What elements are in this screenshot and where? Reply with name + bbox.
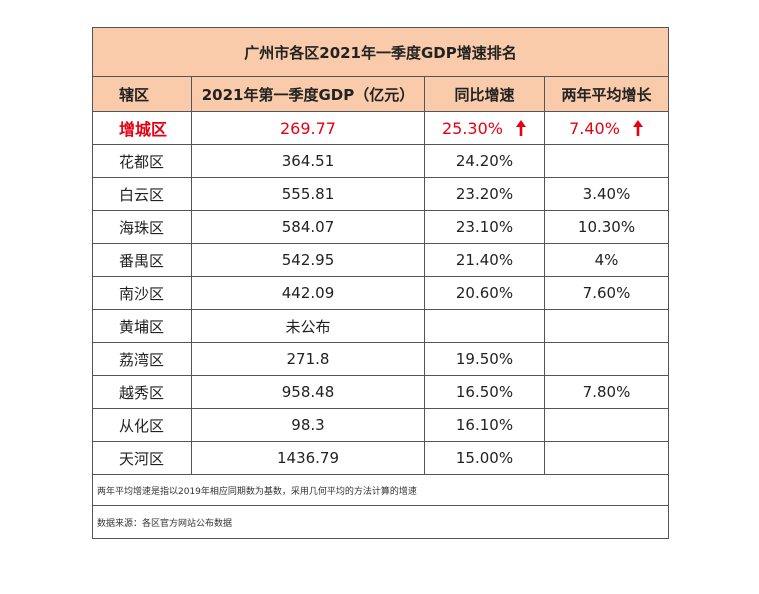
cell-yoy: 24.20% [424, 144, 545, 178]
cell-yoy: 19.50% [424, 342, 545, 376]
cell-yoy: 21.40% [424, 243, 545, 277]
cell-avg [543, 144, 670, 178]
cell-yoy: 23.20% [424, 177, 545, 211]
table-row: 番禺区 542.95 21.40% 4% [92, 243, 670, 277]
table-title: 广州市各区2021年一季度GDP增速排名 [91, 27, 670, 77]
cell-yoy [424, 309, 545, 343]
cell-gdp: 584.07 [191, 210, 425, 244]
cell-yoy-value: 25.30% [441, 118, 503, 138]
title-row: 广州市各区2021年一季度GDP增速排名 [91, 27, 670, 77]
gdp-ranking-table: 广州市各区2021年一季度GDP增速排名 辖区 2021年第一季度GDP（亿元）… [91, 27, 670, 539]
cell-gdp: 542.95 [191, 243, 425, 277]
table-row: 越秀区 958.48 16.50% 7.80% [92, 375, 670, 409]
cell-avg [543, 441, 670, 475]
cell-avg: 7.80% [543, 375, 670, 409]
cell-gdp: 442.09 [191, 276, 425, 310]
cell-gdp: 未公布 [191, 309, 425, 343]
header-district: 辖区 [92, 76, 192, 112]
cell-district: 海珠区 [92, 210, 192, 244]
header-yoy: 同比增速 [424, 76, 545, 112]
cell-yoy: 15.00% [424, 441, 545, 475]
cell-avg: 7.40% [543, 111, 670, 145]
cell-gdp: 958.48 [191, 375, 425, 409]
cell-avg: 3.40% [543, 177, 670, 211]
cell-gdp: 271.8 [191, 342, 425, 376]
header-row: 辖区 2021年第一季度GDP（亿元） 同比增速 两年平均增长 [92, 76, 670, 112]
cell-gdp: 364.51 [191, 144, 425, 178]
cell-avg [543, 342, 670, 376]
cell-yoy: 23.10% [424, 210, 545, 244]
cell-yoy: 16.10% [424, 408, 545, 442]
cell-yoy: 16.50% [424, 375, 545, 409]
footnote-text: 两年平均增速是指以2019年相应同期数为基数，采用几何平均的方法计算的增速 [91, 474, 670, 506]
header-avg: 两年平均增长 [543, 76, 670, 112]
cell-district: 增城区 [92, 111, 192, 145]
arrow-up-icon [632, 119, 643, 136]
cell-gdp: 98.3 [191, 408, 425, 442]
table-row: 天河区 1436.79 15.00% [92, 441, 670, 475]
cell-gdp: 555.81 [191, 177, 425, 211]
cell-district: 越秀区 [92, 375, 192, 409]
table-row: 南沙区 442.09 20.60% 7.60% [92, 276, 670, 310]
cell-yoy: 20.60% [424, 276, 545, 310]
table-row: 从化区 98.3 16.10% [92, 408, 670, 442]
source-row: 数据来源：各区官方网站公布数据 [91, 505, 670, 539]
cell-avg: 4% [543, 243, 670, 277]
cell-district: 花都区 [92, 144, 192, 178]
cell-district: 天河区 [92, 441, 192, 475]
cell-district: 南沙区 [92, 276, 192, 310]
cell-district: 黄埔区 [92, 309, 192, 343]
table-row: 白云区 555.81 23.20% 3.40% [92, 177, 670, 211]
cell-gdp: 269.77 [191, 111, 425, 145]
cell-avg: 7.60% [543, 276, 670, 310]
table-row: 黄埔区 未公布 [92, 309, 670, 343]
source-text: 数据来源：各区官方网站公布数据 [91, 505, 670, 539]
table-row: 增城区 269.77 25.30% 7.40% [92, 111, 670, 145]
header-gdp: 2021年第一季度GDP（亿元） [191, 76, 425, 112]
table-row: 花都区 364.51 24.20% [92, 144, 670, 178]
cell-avg [543, 408, 670, 442]
note-row: 两年平均增速是指以2019年相应同期数为基数，采用几何平均的方法计算的增速 [91, 474, 670, 506]
cell-avg-value: 7.40% [569, 118, 620, 138]
gdp-table-sheet: 广州市各区2021年一季度GDP增速排名 辖区 2021年第一季度GDP（亿元）… [91, 27, 670, 539]
cell-avg [543, 309, 670, 343]
cell-avg: 10.30% [543, 210, 670, 244]
cell-district: 番禺区 [92, 243, 192, 277]
cell-district: 从化区 [92, 408, 192, 442]
table-row: 海珠区 584.07 23.10% 10.30% [92, 210, 670, 244]
cell-gdp: 1436.79 [191, 441, 425, 475]
arrow-up-icon [516, 119, 526, 136]
cell-district: 荔湾区 [92, 342, 192, 376]
cell-yoy: 25.30% [424, 111, 545, 145]
cell-district: 白云区 [92, 177, 192, 211]
table-row: 荔湾区 271.8 19.50% [92, 342, 670, 376]
